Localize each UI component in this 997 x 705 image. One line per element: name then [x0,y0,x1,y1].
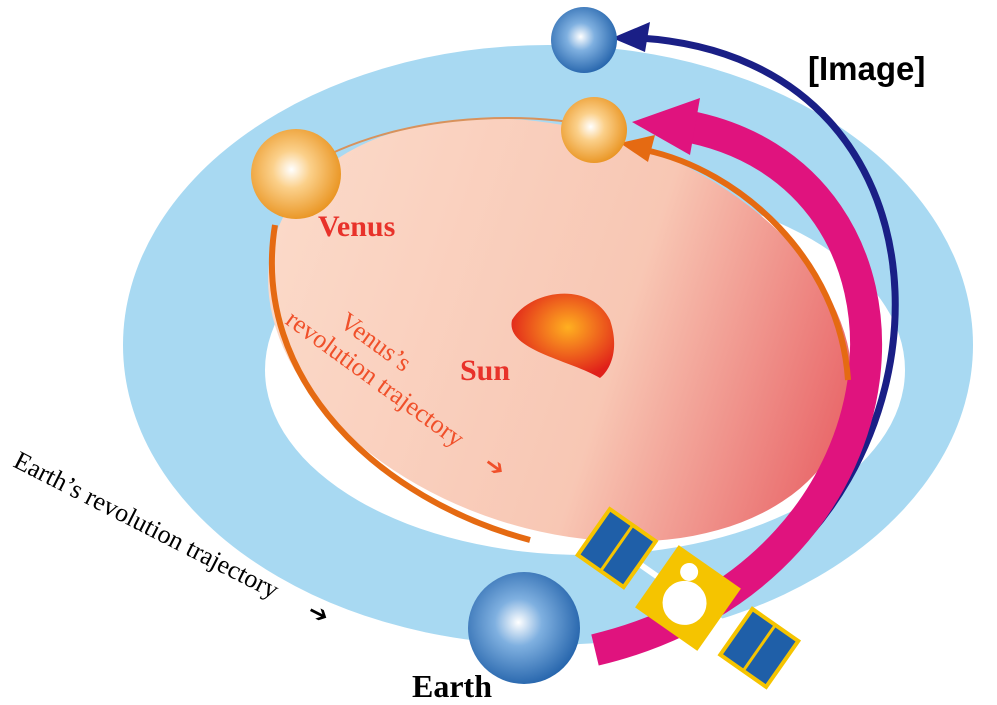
venus [561,97,627,163]
venus [251,129,341,219]
arrow-head [612,22,650,52]
earth-planet [551,7,617,73]
sun-label: Sun [460,354,510,387]
corner-label: [Image] [808,50,925,87]
diagram: [Image] Venus Sun Earth Venus’s revoluti… [0,0,997,705]
venus-label: Venus [318,210,395,243]
earth-label: Earth [412,668,492,704]
